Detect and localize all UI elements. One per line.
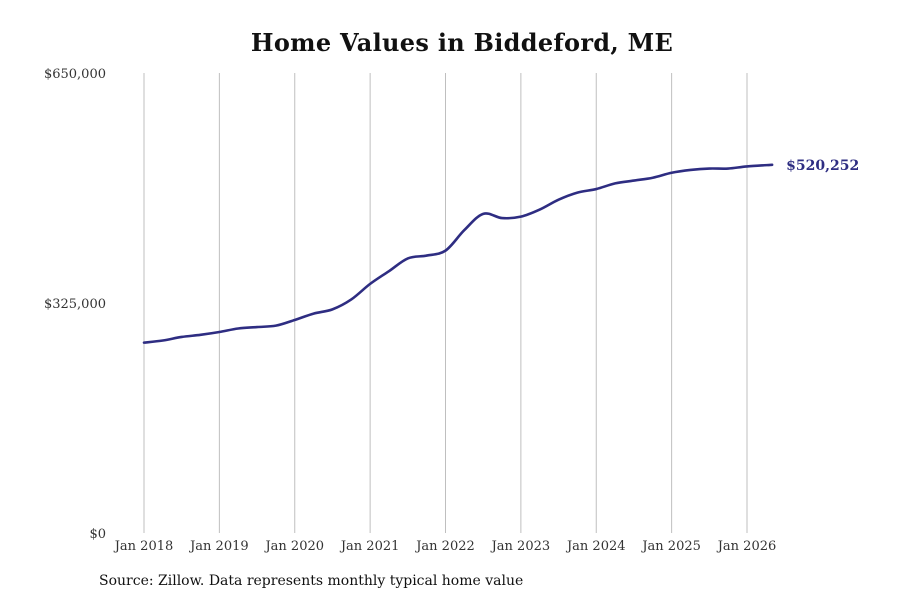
x-tick-label: Jan 2022 [414,539,475,554]
y-axis: $0 $325,000 $650,000 [44,67,106,542]
data-point [501,217,504,220]
data-point [614,182,617,185]
y-tick-label: $325,000 [44,297,106,312]
x-tick-label: Jan 2020 [263,539,324,554]
data-point [425,254,428,257]
data-point [444,249,447,252]
data-point [746,165,749,168]
data-point [388,270,391,273]
y-tick-label: $0 [89,527,106,542]
x-axis: Jan 2018 Jan 2019 Jan 2020 Jan 2021 Jan 2022… [113,539,777,554]
series-layer: $520,252 [142,158,859,344]
data-point [520,215,523,218]
x-tick-label: Jan 2024 [565,539,626,554]
data-point [237,327,240,330]
data-point [312,312,315,315]
data-point [293,319,296,322]
x-tick-label: Jan 2021 [339,539,400,554]
data-point [463,229,466,232]
data-point [482,213,485,216]
data-point [557,198,560,201]
data-point [689,169,692,172]
data-point [143,341,146,344]
data-point [256,326,259,329]
data-point [651,176,654,179]
x-tick-label: Jan 2018 [113,539,174,554]
x-tick-label: Jan 2023 [490,539,551,554]
y-tick-label: $650,000 [44,67,106,82]
data-point [727,167,730,170]
x-tick-label: Jan 2025 [640,539,701,554]
data-point [538,208,541,211]
x-tick-label: Jan 2019 [188,539,249,554]
data-point [162,339,165,342]
end-value-label: $520,252 [786,158,859,174]
data-point [708,167,711,170]
source-note: Source: Zillow. Data represents monthly … [99,573,524,589]
data-point [350,298,353,301]
series-line [142,163,774,344]
data-point [275,324,278,327]
gridlines [143,73,748,533]
data-point [199,334,202,337]
data-point [633,179,636,182]
data-point [407,257,410,260]
data-point [369,283,372,286]
data-point [180,336,183,339]
data-point [670,171,673,174]
x-tick-label: Jan 2026 [716,539,777,554]
chart-title: Home Values in Biddeford, ME [250,28,674,57]
data-point [771,164,774,167]
data-point [595,188,598,191]
data-point [331,308,334,311]
data-point [218,331,221,334]
data-point [576,191,579,194]
